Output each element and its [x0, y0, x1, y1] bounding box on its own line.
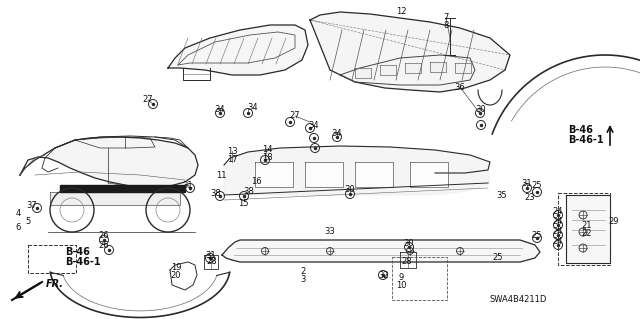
Text: 24: 24 [553, 207, 563, 217]
Text: 26: 26 [99, 232, 109, 241]
Text: 2: 2 [300, 268, 306, 277]
Text: 15: 15 [237, 198, 248, 207]
Text: 5: 5 [26, 217, 31, 226]
Polygon shape [168, 25, 308, 75]
Text: 16: 16 [251, 177, 261, 187]
Text: 32: 32 [379, 271, 389, 279]
Text: 31: 31 [182, 181, 193, 189]
Text: 28: 28 [402, 256, 412, 265]
Text: 38: 38 [211, 189, 221, 197]
Text: 34: 34 [248, 103, 259, 113]
Text: 9: 9 [398, 273, 404, 283]
Text: 37: 37 [27, 201, 37, 210]
Text: 34: 34 [332, 129, 342, 137]
Polygon shape [410, 162, 448, 187]
Text: 24: 24 [553, 238, 563, 247]
Polygon shape [355, 162, 393, 187]
Text: 31: 31 [205, 250, 216, 259]
Text: 7: 7 [444, 13, 449, 23]
Text: 17: 17 [227, 154, 237, 164]
Text: 35: 35 [497, 190, 508, 199]
Text: 30: 30 [345, 186, 355, 195]
Text: 25: 25 [532, 232, 542, 241]
Text: 10: 10 [396, 281, 406, 291]
Text: 12: 12 [396, 8, 406, 17]
Polygon shape [355, 68, 371, 78]
Polygon shape [566, 195, 610, 263]
Polygon shape [255, 162, 293, 187]
Polygon shape [455, 63, 471, 73]
Text: 30: 30 [476, 106, 486, 115]
Text: 19: 19 [171, 263, 181, 272]
Text: 24: 24 [553, 227, 563, 236]
Text: 22: 22 [582, 229, 592, 239]
Polygon shape [405, 63, 421, 73]
Text: 8: 8 [444, 21, 449, 31]
Text: B-46: B-46 [65, 247, 90, 257]
Polygon shape [224, 146, 490, 195]
Text: B-46-1: B-46-1 [65, 257, 100, 267]
Polygon shape [50, 192, 180, 205]
Text: 34: 34 [308, 122, 319, 130]
Text: 36: 36 [454, 83, 465, 92]
Text: 28: 28 [207, 256, 218, 265]
Text: B-46-1: B-46-1 [568, 135, 604, 145]
Text: SWA4B4211D: SWA4B4211D [490, 295, 547, 305]
Text: 26: 26 [99, 241, 109, 250]
Text: 38: 38 [244, 188, 254, 197]
Text: 23: 23 [525, 194, 535, 203]
Text: 20: 20 [171, 271, 181, 280]
Polygon shape [305, 162, 343, 187]
Text: 6: 6 [15, 224, 20, 233]
Text: 30: 30 [404, 239, 414, 248]
Text: 27: 27 [143, 95, 154, 105]
Polygon shape [380, 65, 396, 75]
Text: 18: 18 [262, 152, 272, 161]
Polygon shape [60, 185, 185, 192]
Text: 27: 27 [290, 112, 300, 121]
Text: 13: 13 [227, 146, 237, 155]
Polygon shape [222, 240, 540, 262]
Polygon shape [310, 12, 510, 92]
Polygon shape [430, 62, 446, 72]
Text: FR.: FR. [46, 279, 64, 289]
Text: 29: 29 [609, 218, 620, 226]
Text: 25: 25 [532, 181, 542, 189]
Text: 21: 21 [582, 221, 592, 231]
Text: 33: 33 [324, 227, 335, 236]
Text: 4: 4 [15, 209, 20, 218]
Text: 31: 31 [522, 179, 532, 188]
Text: 24: 24 [553, 218, 563, 226]
Text: 34: 34 [214, 106, 225, 115]
Text: 3: 3 [300, 276, 306, 285]
Text: 14: 14 [262, 145, 272, 153]
Text: B-46: B-46 [568, 125, 593, 135]
Polygon shape [20, 137, 198, 188]
Text: 11: 11 [216, 172, 227, 181]
Text: 25: 25 [493, 254, 503, 263]
